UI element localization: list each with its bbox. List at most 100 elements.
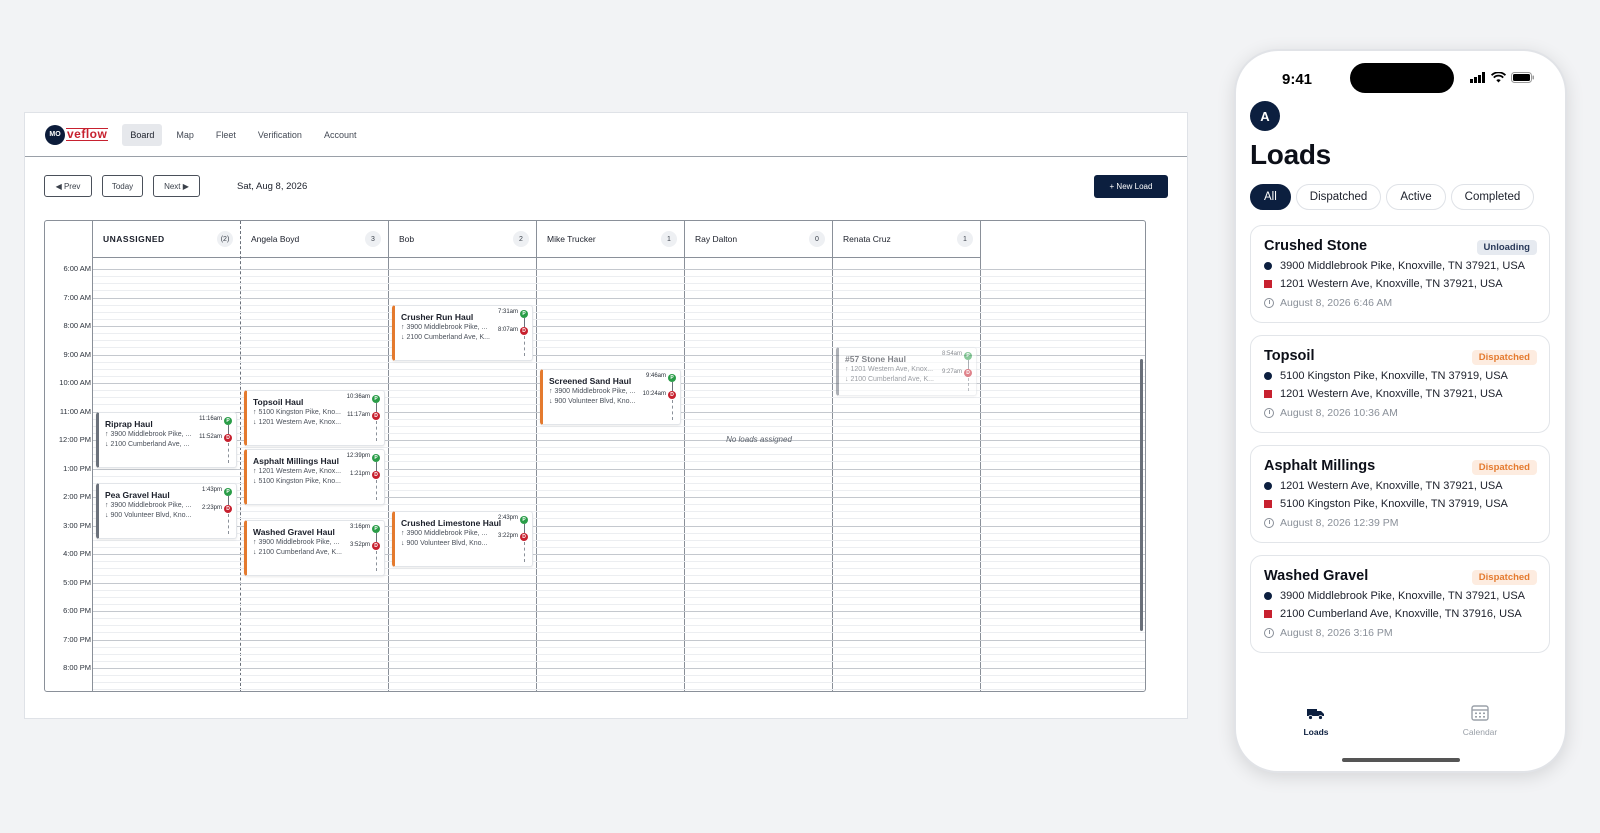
- load-card[interactable]: Topsoil Haul ↑ 5100 Kingston Pike, Kno...…: [244, 390, 385, 447]
- pickup-dot-icon: [1264, 592, 1272, 600]
- load-card[interactable]: Washed Gravel Haul ↑ 3900 Middlebrook Pik…: [244, 519, 385, 576]
- load-card[interactable]: Topsoil Dispatched 5100 Kingston Pike, K…: [1250, 335, 1550, 433]
- tab-calendar-label: Calendar: [1462, 727, 1498, 737]
- load-card[interactable]: Screened Sand Haul ↑ 3900 Middlebrook Pik…: [540, 368, 681, 425]
- quarter-hour-line: [93, 347, 1145, 349]
- dropoff-row: 2100 Cumberland Ave, Knoxville, TN 37916…: [1264, 608, 1536, 620]
- quarter-hour-line: [93, 532, 1145, 534]
- filter-dispatched[interactable]: Dispatched: [1295, 184, 1382, 210]
- load-card[interactable]: Washed Gravel Dispatched 3900 Middlebroo…: [1250, 555, 1550, 653]
- pickup-pin-icon: P: [668, 373, 676, 382]
- status-badge: Dispatched: [1471, 460, 1537, 475]
- current-date: Sat, Aug 8, 2026: [237, 181, 308, 192]
- load-title: Washed Gravel Haul: [253, 526, 335, 537]
- filter-active[interactable]: Active: [1386, 184, 1446, 210]
- column-load-count: (2): [217, 231, 233, 247]
- load-time-row: August 8, 2026 12:39 PM: [1264, 517, 1536, 529]
- load-card[interactable]: Riprap Haul ↑ 3900 Middlebrook Pike, ... ↓…: [96, 411, 237, 468]
- dropoff-time: 3:52pm: [349, 541, 370, 548]
- time-label: 10:00 AM: [59, 378, 91, 387]
- load-title: Screened Sand Haul: [549, 375, 632, 386]
- nav-map[interactable]: Map: [176, 129, 194, 140]
- column-header[interactable]: Mike Trucker 1: [537, 221, 685, 258]
- load-time: August 8, 2026 12:39 PM: [1280, 517, 1399, 529]
- dropoff-pin-icon: D: [224, 504, 232, 513]
- quarter-hour-line: [93, 660, 1145, 662]
- route-line: [375, 461, 377, 471]
- pickup-time: 9:46am: [645, 372, 666, 379]
- avatar[interactable]: A: [1250, 101, 1280, 131]
- pickup-address: ↑ 1201 Western Ave, Knox...: [253, 467, 342, 475]
- load-card[interactable]: Pea Gravel Haul ↑ 3900 Middlebrook Pike, …: [96, 482, 237, 539]
- route-dashed-line: [968, 378, 969, 392]
- dropoff-pin-icon: D: [668, 390, 676, 399]
- load-card[interactable]: Asphalt Millings Dispatched 1201 Western…: [1250, 445, 1550, 543]
- hour-line: [93, 639, 1145, 641]
- nav-board[interactable]: Board: [122, 123, 163, 146]
- filter-completed[interactable]: Completed: [1450, 184, 1535, 210]
- route-line: [671, 381, 673, 391]
- dropoff-address: 2100 Cumberland Ave, Knoxville, TN 37916…: [1280, 608, 1522, 620]
- load-card[interactable]: Crushed Limestone Haul ↑ 3900 Middlebrook…: [392, 511, 533, 568]
- quarter-hour-line: [93, 425, 1145, 427]
- battery-icon: [1511, 72, 1534, 83]
- load-name: Washed Gravel: [1264, 568, 1369, 584]
- time-label: 7:00 AM: [63, 292, 91, 302]
- quarter-hour-line: [93, 689, 1145, 691]
- quarter-hour-line: [93, 625, 1145, 627]
- tab-calendar[interactable]: Calendar: [1440, 705, 1520, 737]
- board-scrollbar[interactable]: [1140, 359, 1143, 631]
- quarter-hour-line: [93, 632, 1145, 634]
- load-name: Topsoil: [1264, 348, 1315, 364]
- nav-account[interactable]: Account: [323, 129, 357, 140]
- pickup-pin-icon: P: [372, 453, 380, 462]
- prev-day-button[interactable]: ◀ Prev: [44, 175, 92, 197]
- moveflow-logo[interactable]: MO veflow: [45, 124, 109, 145]
- quarter-hour-line: [93, 546, 1145, 548]
- load-card[interactable]: Asphalt Millings Haul ↑ 1201 Western Ave,…: [244, 448, 385, 505]
- tab-loads[interactable]: Loads: [1276, 705, 1356, 737]
- column-header[interactable]: Angela Boyd 3: [241, 221, 389, 258]
- nav-verification[interactable]: Verification: [257, 129, 302, 140]
- quarter-hour-line: [93, 482, 1145, 484]
- quarter-hour-line: [93, 511, 1145, 513]
- route-dashed-line: [228, 513, 229, 534]
- column-header[interactable]: Ray Dalton 0: [685, 221, 833, 258]
- pickup-dot-icon: [1264, 372, 1272, 380]
- dropoff-square-icon: [1264, 390, 1272, 398]
- home-indicator: [1342, 758, 1460, 762]
- time-label: 3:00 PM: [63, 520, 91, 530]
- quarter-hour-line: [93, 568, 1145, 570]
- pickup-pin-icon: P: [372, 524, 380, 533]
- load-card[interactable]: Crusher Run Haul ↑ 3900 Middlebrook Pike,…: [392, 304, 533, 361]
- nav-fleet[interactable]: Fleet: [215, 129, 236, 140]
- column-header[interactable]: UNASSIGNED (2): [93, 221, 241, 258]
- column-header[interactable]: Bob 2: [389, 221, 537, 258]
- column-header[interactable]: Renata Cruz 1: [833, 221, 981, 258]
- hour-line: [93, 468, 1145, 470]
- new-load-button[interactable]: + New Load: [1094, 175, 1168, 198]
- column-load-count: 2: [513, 231, 529, 247]
- dropoff-address: ↓ 2100 Cumberland Ave, K...: [401, 333, 490, 341]
- time-label: 5:00 PM: [63, 577, 91, 587]
- pickup-address: ↑ 1201 Western Ave, Knox...: [845, 366, 934, 374]
- hour-line: [93, 668, 1145, 669]
- filter-all[interactable]: All: [1250, 184, 1291, 210]
- pickup-address: 5100 Kingston Pike, Knoxville, TN 37919,…: [1280, 370, 1508, 382]
- top-navigation: MO veflow Board Map Fleet Verification A…: [25, 113, 1187, 157]
- load-card[interactable]: #57 Stone Haul ↑ 1201 Western Ave, Knox..…: [836, 347, 977, 397]
- load-card[interactable]: Crushed Stone Unloading 3900 Middlebrook…: [1250, 225, 1550, 323]
- time-label: 9:00 AM: [63, 349, 91, 359]
- status-filter-chips: All Dispatched Active Completed: [1250, 184, 1535, 210]
- pickup-address: ↑ 3900 Middlebrook Pike, ...: [549, 387, 636, 395]
- clock-icon: [1264, 518, 1274, 528]
- load-title: Asphalt Millings Haul: [253, 455, 339, 466]
- pickup-address: ↑ 3900 Middlebrook Pike, ...: [105, 501, 192, 509]
- next-day-button[interactable]: Next ▶: [153, 175, 200, 197]
- today-button[interactable]: Today: [102, 175, 143, 197]
- quarter-hour-line: [93, 489, 1145, 491]
- load-title: Riprap Haul: [105, 418, 153, 429]
- route-dashed-line: [524, 335, 525, 356]
- column-load-count: 3: [365, 231, 381, 247]
- hour-line: [93, 525, 1145, 527]
